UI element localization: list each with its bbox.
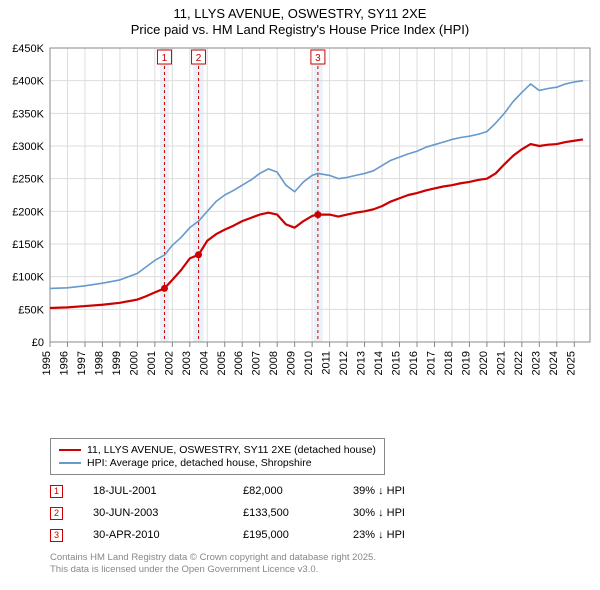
svg-text:£200K: £200K <box>12 206 44 218</box>
svg-text:2011: 2011 <box>321 351 333 375</box>
svg-text:£0: £0 <box>32 337 44 349</box>
chart-legend: 11, LLYS AVENUE, OSWESTRY, SY11 2XE (det… <box>50 438 385 475</box>
footer-line1: Contains HM Land Registry data © Crown c… <box>50 552 376 564</box>
svg-text:1996: 1996 <box>58 351 70 375</box>
footer-line2: This data is licensed under the Open Gov… <box>50 564 376 576</box>
sale-price: £133,500 <box>243 507 353 519</box>
svg-text:2019: 2019 <box>460 351 472 375</box>
svg-text:2: 2 <box>196 53 202 64</box>
svg-text:2013: 2013 <box>356 351 368 375</box>
svg-text:£150K: £150K <box>12 239 44 251</box>
title-line1: 11, LLYS AVENUE, OSWESTRY, SY11 2XE <box>0 6 600 21</box>
svg-text:2016: 2016 <box>408 351 420 375</box>
sale-diff: 39% ↓ HPI <box>353 485 463 497</box>
svg-text:3: 3 <box>315 53 321 64</box>
svg-text:2000: 2000 <box>128 351 140 375</box>
sale-marker: 2 <box>50 507 63 520</box>
sale-price: £195,000 <box>243 529 353 541</box>
sale-date: 30-JUN-2003 <box>93 507 243 519</box>
price-chart: £0 £50K £100K £150K £200K £250K £300K £350K £400… <box>0 42 600 432</box>
svg-text:2012: 2012 <box>338 351 350 375</box>
svg-text:2009: 2009 <box>286 351 298 375</box>
svg-text:2010: 2010 <box>303 351 315 375</box>
svg-text:£400K: £400K <box>12 76 44 88</box>
svg-text:2022: 2022 <box>513 351 525 375</box>
svg-text:1997: 1997 <box>76 351 88 375</box>
sales-table: 1 18-JUL-2001£82,00039% ↓ HPI 2 30-JUN-2003… <box>50 480 463 546</box>
svg-text:2023: 2023 <box>530 351 542 375</box>
sale-date: 30-APR-2010 <box>93 529 243 541</box>
svg-text:2006: 2006 <box>233 351 245 375</box>
sale-marker: 1 <box>50 485 63 498</box>
title-line2: Price paid vs. HM Land Registry's House … <box>0 22 600 37</box>
svg-text:2003: 2003 <box>181 351 193 375</box>
legend-swatch <box>59 462 81 464</box>
svg-text:£100K: £100K <box>12 272 44 284</box>
sale-diff: 23% ↓ HPI <box>353 529 463 541</box>
svg-text:2014: 2014 <box>373 351 385 375</box>
sale-row: 3 30-APR-2010£195,00023% ↓ HPI <box>50 524 463 546</box>
sale-row: 2 30-JUN-2003£133,50030% ↓ HPI <box>50 502 463 524</box>
svg-text:£300K: £300K <box>12 141 44 153</box>
svg-text:2005: 2005 <box>216 351 228 375</box>
svg-text:2025: 2025 <box>565 351 577 375</box>
svg-text:£250K: £250K <box>12 174 44 186</box>
chart-title-block: 11, LLYS AVENUE, OSWESTRY, SY11 2XE Pric… <box>0 0 600 37</box>
sale-price: £82,000 <box>243 485 353 497</box>
svg-text:1: 1 <box>162 53 168 64</box>
svg-text:1999: 1999 <box>111 351 123 375</box>
svg-text:2021: 2021 <box>495 351 507 375</box>
legend-swatch <box>59 449 81 451</box>
svg-text:2004: 2004 <box>198 351 210 375</box>
svg-text:2001: 2001 <box>146 351 158 375</box>
legend-item: 11, LLYS AVENUE, OSWESTRY, SY11 2XE (det… <box>59 444 376 456</box>
svg-text:2002: 2002 <box>163 351 175 375</box>
sale-diff: 30% ↓ HPI <box>353 507 463 519</box>
svg-text:£350K: £350K <box>12 108 44 120</box>
svg-text:2018: 2018 <box>443 351 455 375</box>
legend-label: 11, LLYS AVENUE, OSWESTRY, SY11 2XE (det… <box>87 444 376 456</box>
legend-item: HPI: Average price, detached house, Shro… <box>59 457 376 469</box>
sale-date: 18-JUL-2001 <box>93 485 243 497</box>
svg-text:2015: 2015 <box>391 351 403 375</box>
svg-text:1998: 1998 <box>93 351 105 375</box>
svg-text:£50K: £50K <box>18 304 44 316</box>
footer-attribution: Contains HM Land Registry data © Crown c… <box>50 552 376 576</box>
sale-row: 1 18-JUL-2001£82,00039% ↓ HPI <box>50 480 463 502</box>
svg-text:2007: 2007 <box>251 351 263 375</box>
sale-marker: 3 <box>50 529 63 542</box>
svg-text:£450K: £450K <box>12 43 44 55</box>
svg-text:2020: 2020 <box>478 351 490 375</box>
svg-text:2017: 2017 <box>425 351 437 375</box>
svg-text:1995: 1995 <box>41 351 53 375</box>
svg-text:2024: 2024 <box>548 351 560 375</box>
legend-label: HPI: Average price, detached house, Shro… <box>87 457 312 469</box>
svg-text:2008: 2008 <box>268 351 280 375</box>
